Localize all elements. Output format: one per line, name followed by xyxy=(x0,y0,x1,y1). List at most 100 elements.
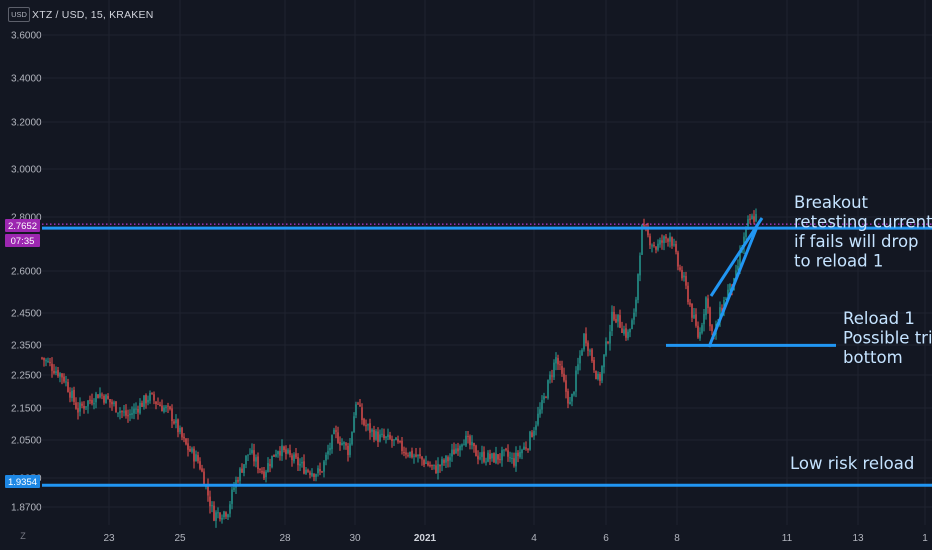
candle-body xyxy=(139,402,141,414)
candle-body xyxy=(53,370,55,374)
candle-body xyxy=(335,430,337,432)
candle-body xyxy=(355,404,357,416)
candle-body xyxy=(545,397,547,399)
candle-body xyxy=(113,402,115,404)
candle-body xyxy=(267,463,269,472)
candle-body xyxy=(201,468,203,472)
candle-body xyxy=(265,471,267,478)
price-tick-label: 3.4000 xyxy=(11,74,42,85)
candle-body xyxy=(239,468,241,482)
candle-body xyxy=(603,354,605,368)
candle-body xyxy=(667,238,669,242)
candle-body xyxy=(703,314,705,325)
candle-body xyxy=(469,436,471,446)
annotation-line: Reload 1 xyxy=(843,309,915,328)
low-risk-level-value: 1.9354 xyxy=(8,477,37,488)
candle-body xyxy=(633,312,635,320)
candle-body xyxy=(753,216,755,222)
candle-body xyxy=(539,409,541,415)
candle-body xyxy=(403,452,405,454)
candle-body xyxy=(693,314,695,318)
candle-body xyxy=(619,315,621,328)
candle-body xyxy=(679,267,681,270)
time-tick-label: 1 xyxy=(922,533,928,544)
candle-body xyxy=(631,320,633,330)
candle-body xyxy=(429,465,431,467)
candle-body xyxy=(121,411,123,413)
candle-body xyxy=(711,325,713,331)
candle-body xyxy=(589,350,591,352)
candle-body xyxy=(221,518,223,520)
zoom-reset-button[interactable]: Z xyxy=(20,531,26,541)
candle-body xyxy=(315,474,317,477)
candle-body xyxy=(613,311,615,320)
channel-lower-line[interactable] xyxy=(707,226,759,348)
chart-grid xyxy=(42,0,932,525)
candle-body xyxy=(745,226,747,237)
candle-body xyxy=(65,381,67,383)
price-tick-label: 2.0500 xyxy=(11,436,42,447)
candle-body xyxy=(593,360,595,371)
candle-body xyxy=(621,328,623,333)
candle-body xyxy=(361,407,363,421)
candle-body xyxy=(725,298,727,301)
candle-body xyxy=(351,432,353,445)
channel-upper-line[interactable] xyxy=(709,217,764,297)
candle-body xyxy=(275,454,277,457)
candle-body xyxy=(551,375,553,377)
time-tick-label: 28 xyxy=(279,533,291,544)
candle-body xyxy=(147,399,149,403)
annotation-line: Possible triple xyxy=(843,329,932,348)
candle-body xyxy=(197,455,199,462)
candle-body xyxy=(203,471,205,487)
candle-body xyxy=(467,436,469,438)
price-badges: 2.7652 07:35 1.9354 xyxy=(5,219,40,488)
candle-body xyxy=(709,307,711,327)
candle-body xyxy=(661,240,663,243)
candle-body xyxy=(391,438,393,442)
current-price-value: 2.7652 xyxy=(8,221,37,232)
candle-body xyxy=(449,457,451,461)
annotation-line: if fails will drop xyxy=(794,232,919,251)
candle-body xyxy=(577,364,579,371)
candle-body xyxy=(131,413,133,415)
candle-body xyxy=(671,237,673,246)
candle-body xyxy=(395,437,397,441)
candle-body xyxy=(129,413,131,416)
candle-body xyxy=(501,450,503,461)
candle-body xyxy=(95,393,97,403)
candle-body xyxy=(647,229,649,236)
currency-toggle-button[interactable]: USD xyxy=(8,7,30,22)
candle-body xyxy=(443,459,445,463)
candle-body xyxy=(405,452,407,455)
candle-body xyxy=(163,407,165,412)
candle-body xyxy=(255,457,257,462)
candle-body xyxy=(635,299,637,312)
candle-body xyxy=(465,435,467,446)
candle-body xyxy=(497,454,499,460)
current-price-badge xyxy=(5,219,40,232)
candle-body xyxy=(569,402,571,405)
candle-body xyxy=(339,442,341,446)
candle-body xyxy=(209,496,211,507)
countdown-badge xyxy=(5,234,40,247)
candle-body xyxy=(307,470,309,472)
candle-body xyxy=(433,464,435,466)
candle-body xyxy=(159,404,161,407)
annotation-low-risk-reload[interactable]: Low risk reload xyxy=(790,454,914,473)
candle-body xyxy=(81,403,83,406)
candle-body xyxy=(169,406,171,409)
candle-body xyxy=(71,390,73,399)
candle-body xyxy=(87,400,89,407)
candle-body xyxy=(563,373,565,381)
candle-body xyxy=(281,445,283,457)
candle-body xyxy=(567,391,569,404)
candle-body xyxy=(119,410,121,413)
candle-body xyxy=(591,349,593,361)
candle-body xyxy=(427,462,429,466)
candle-body xyxy=(637,274,639,300)
candle-body xyxy=(547,380,549,399)
